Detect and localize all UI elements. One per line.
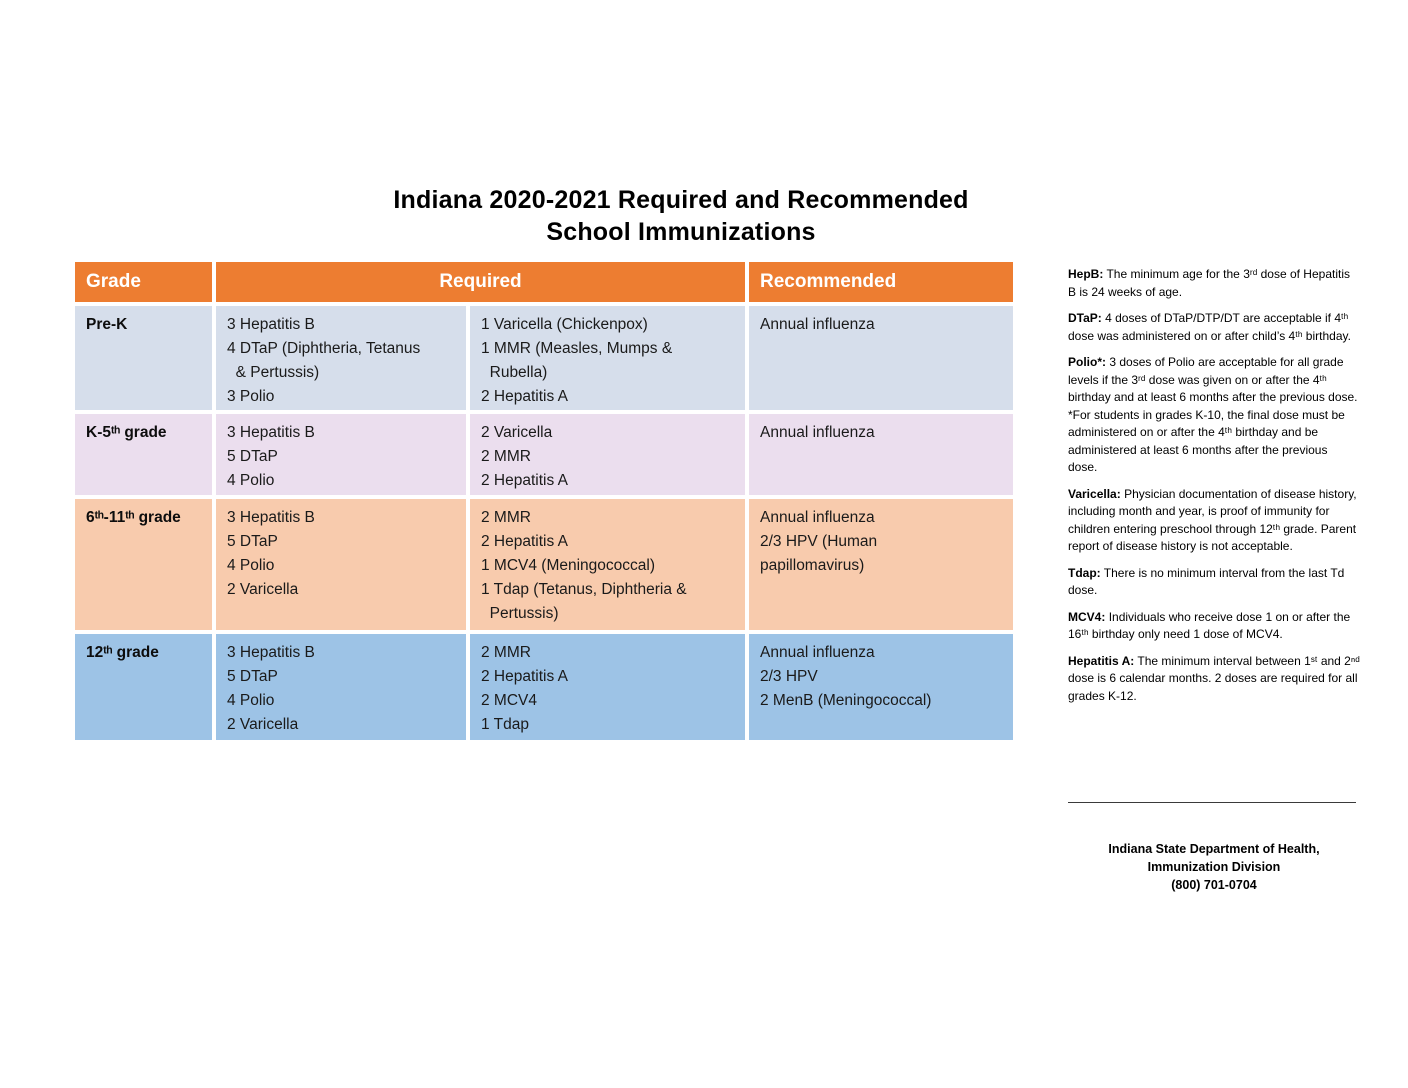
row-prek-required-2: 1 Varicella (Chickenpox) 1 MMR (Measles,…: [470, 306, 745, 410]
page-title-line2: School Immunizations: [546, 218, 816, 246]
footer-division-line: Immunization Division: [1147, 860, 1281, 874]
note-dtap-text: 4 doses of DTaP/DTP/DT are acceptable if…: [1068, 311, 1351, 343]
footer-contact: Indiana State Department of Health, Immu…: [1068, 840, 1360, 894]
row-6-11-recommended: Annual influenza 2/3 HPV (Human papillom…: [749, 499, 1013, 630]
note-polio: Polio*: 3 doses of Polio are acceptable …: [1068, 354, 1360, 477]
note-hepa: Hepatitis A: The minimum interval betwee…: [1068, 653, 1360, 706]
note-hepa-label: Hepatitis A:: [1068, 653, 1135, 668]
note-hepb-label: HepB:: [1068, 267, 1104, 281]
note-dtap: DTaP: 4 doses of DTaP/DTP/DT are accepta…: [1068, 310, 1360, 345]
note-polio-footnote: *For students in grades K-10, the final …: [1068, 407, 1345, 475]
note-mcv4: MCV4: Individuals who receive dose 1 on …: [1068, 609, 1360, 644]
notes-panel: HepB: The minimum age for the 3ʳᵈ dose o…: [1068, 266, 1360, 714]
row-6-11-grade: 6ᵗʰ-11ᵗʰ grade: [75, 499, 212, 630]
page-title: Indiana 2020-2021 Required and Recommend…: [75, 184, 1287, 248]
note-dtap-label: DTaP:: [1068, 311, 1102, 325]
column-header-recommended: Recommended: [749, 262, 1013, 302]
row-12-recommended: Annual influenza 2/3 HPV 2 MenB (Meningo…: [749, 634, 1013, 740]
footer-phone: (800) 701-0704: [1171, 878, 1257, 892]
note-varicella-label: Varicella:: [1068, 486, 1121, 501]
note-tdap-label: Tdap:: [1068, 565, 1101, 580]
note-tdap: Tdap: There is no minimum interval from …: [1068, 565, 1360, 600]
column-header-grade: Grade: [75, 262, 212, 302]
page-title-line1: Indiana 2020-2021 Required and Recommend…: [393, 186, 969, 214]
row-k5-required-2: 2 Varicella 2 MMR 2 Hepatitis A: [470, 414, 745, 495]
row-k5-required-1: 3 Hepatitis B 5 DTaP 4 Polio: [216, 414, 466, 495]
row-12-required-2: 2 MMR 2 Hepatitis A 2 MCV4 1 Tdap: [470, 634, 745, 740]
note-varicella-text: Physician documentation of disease histo…: [1068, 486, 1357, 554]
row-6-11-required-2: 2 MMR 2 Hepatitis A 1 MCV4 (Meningococca…: [470, 499, 745, 630]
note-varicella: Varicella: Physician documentation of di…: [1068, 486, 1360, 556]
note-polio-label: Polio*:: [1068, 355, 1106, 369]
note-hepb-text: The minimum age for the 3ʳᵈ dose of Hepa…: [1068, 267, 1350, 299]
row-prek-grade: Pre-K: [75, 306, 212, 410]
immunization-table: Grade Required Recommended Pre-K 3 Hepat…: [75, 262, 1013, 740]
row-k5-recommended: Annual influenza: [749, 414, 1013, 495]
column-header-required: Required: [216, 262, 745, 302]
row-6-11-required-1: 3 Hepatitis B 5 DTaP 4 Polio 2 Varicella: [216, 499, 466, 630]
note-mcv4-text: Individuals who receive dose 1 on or aft…: [1068, 609, 1351, 642]
footer-org-line: Indiana State Department of Health,: [1108, 842, 1320, 856]
note-tdap-text: There is no minimum interval from the la…: [1068, 565, 1345, 598]
row-prek-recommended: Annual influenza: [749, 306, 1013, 410]
row-12-required-1: 3 Hepatitis B 5 DTaP 4 Polio 2 Varicella: [216, 634, 466, 740]
row-12-grade: 12ᵗʰ grade: [75, 634, 212, 740]
row-k5-grade: K-5ᵗʰ grade: [75, 414, 212, 495]
note-hepb: HepB: The minimum age for the 3ʳᵈ dose o…: [1068, 266, 1360, 301]
row-prek-required-1: 3 Hepatitis B 4 DTaP (Diphtheria, Tetanu…: [216, 306, 466, 410]
note-mcv4-label: MCV4:: [1068, 609, 1106, 624]
note-hepa-text: The minimum interval between 1ˢᵗ and 2ⁿᵈ…: [1068, 653, 1360, 703]
note-polio-text: 3 doses of Polio are acceptable for all …: [1068, 355, 1358, 404]
footer-divider: [1068, 802, 1356, 803]
